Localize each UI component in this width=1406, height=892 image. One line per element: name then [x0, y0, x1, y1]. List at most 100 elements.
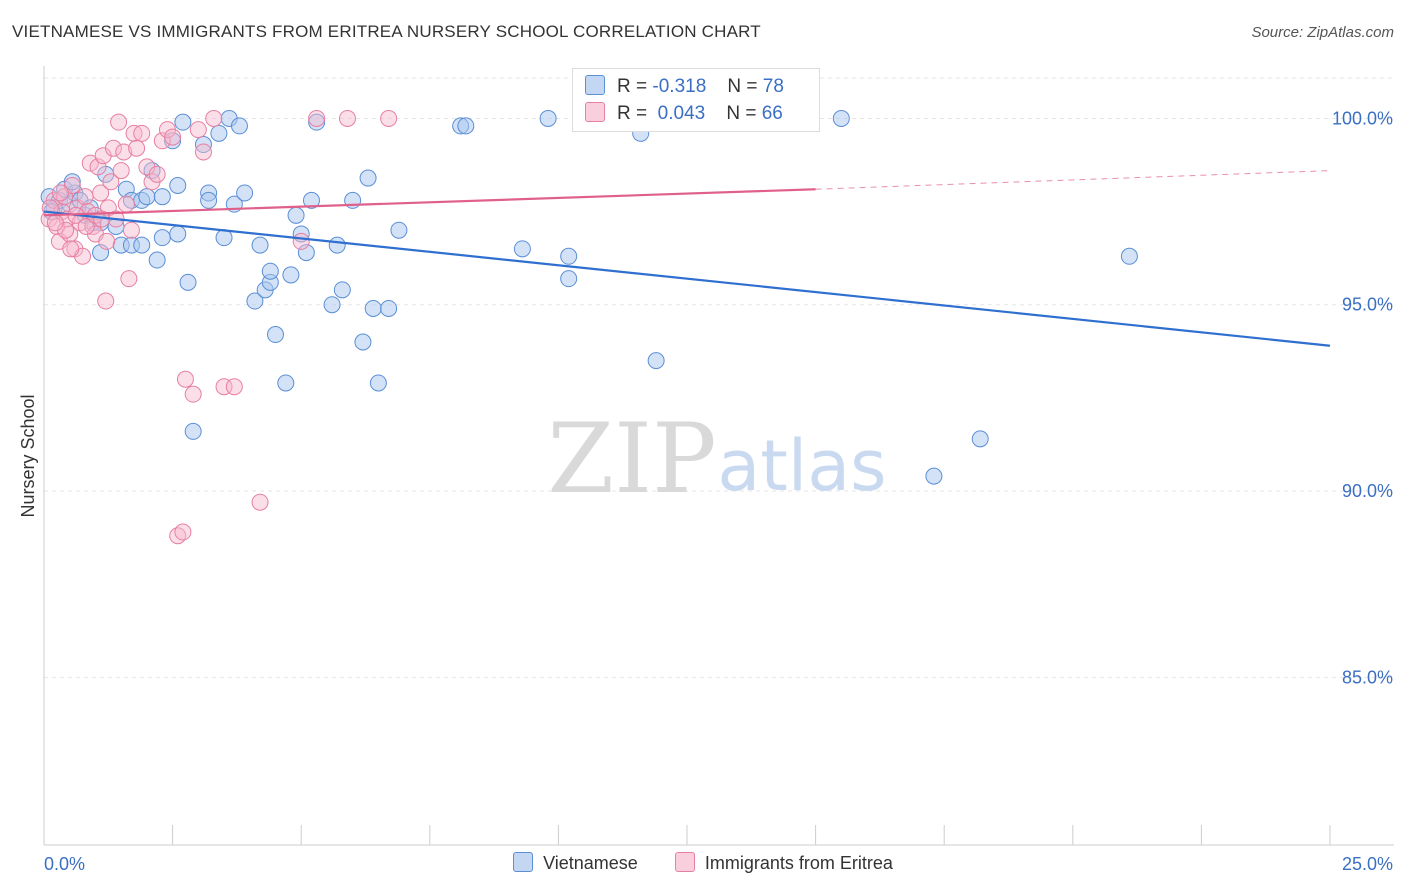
eritrea-trend-line	[43, 188, 816, 217]
bottom-legend: Vietnamese Immigrants from Eritrea	[0, 852, 1406, 874]
eritrea-point	[112, 162, 130, 180]
vietnamese-point	[287, 206, 305, 224]
chart-source: Source: ZipAtlas.com	[1251, 24, 1394, 41]
vietnamese-point	[277, 374, 295, 392]
legend-item-eritrea[interactable]: Immigrants from Eritrea	[674, 852, 893, 874]
eritrea-point	[98, 232, 116, 250]
stats-r-label: R =	[617, 103, 648, 124]
eritrea-point	[205, 109, 223, 127]
vietnamese-point	[153, 229, 171, 247]
vietnamese-trend-line	[43, 210, 1331, 347]
legend-label-eritrea: Immigrants from Eritrea	[704, 853, 893, 874]
eritrea-point	[148, 165, 166, 183]
eritrea-point	[102, 173, 120, 191]
stats-row-eritrea: R = 0.043 N = 66	[585, 101, 783, 127]
vietnamese-point	[925, 467, 943, 485]
legend-swatch-eritrea	[674, 852, 695, 873]
vietnamese-point	[390, 221, 408, 239]
eritrea-point	[62, 240, 80, 258]
stats-n-value: 66	[761, 103, 783, 124]
eritrea-point	[189, 121, 207, 139]
eritrea-point	[97, 292, 115, 310]
vietnamese-point	[560, 270, 578, 288]
vietnamese-point	[647, 352, 665, 370]
vietnamese-point	[194, 136, 212, 154]
eritrea-point	[120, 270, 138, 288]
vietnamese-point	[832, 109, 850, 127]
y-tick-label: 95.0%	[1342, 295, 1393, 315]
eritrea-point	[292, 232, 310, 250]
vietnamese-point	[354, 333, 372, 351]
eritrea-point	[51, 184, 69, 202]
watermark-zip: ZIP	[547, 403, 716, 515]
eritrea-point	[122, 221, 140, 239]
vietnamese-point	[246, 292, 264, 310]
axis-labels: 85.0% 90.0% 95.0% 100.0% 0.0% 25.0% Nursery Sc…	[18, 108, 1393, 874]
eritrea-point	[184, 385, 202, 403]
vietnamese-point	[179, 273, 197, 291]
eritrea-point	[153, 132, 171, 150]
vietnamese-point	[333, 281, 351, 299]
stats-legend: R = -0.318 N = 78 R = 0.043 N = 66	[572, 68, 820, 132]
eritrea-point	[133, 124, 151, 142]
eritrea-point	[110, 113, 128, 131]
vietnamese-point	[364, 299, 382, 317]
vietnamese-point	[328, 236, 346, 254]
stats-n-value: 78	[762, 76, 784, 97]
eritrea-point	[225, 378, 243, 396]
eritrea-point	[251, 493, 269, 511]
watermark: ZIP atlas	[547, 403, 886, 515]
eritrea-point	[174, 523, 192, 541]
eritrea-swatch	[585, 102, 605, 122]
eritrea-point	[81, 154, 99, 172]
vietnamese-point	[230, 117, 248, 135]
vietnamese-point	[215, 229, 233, 247]
y-tick-label: 90.0%	[1342, 481, 1393, 501]
eritrea-point	[76, 188, 94, 206]
trend-lines	[43, 170, 1331, 347]
chart-title: VIETNAMESE VS IMMIGRANTS FROM ERITREA NU…	[12, 22, 761, 41]
vietnamese-point	[539, 109, 557, 127]
vietnamese-point	[560, 247, 578, 265]
vietnamese-point	[133, 236, 151, 254]
vietnamese-point	[308, 113, 326, 131]
vietnamese-point	[200, 191, 218, 209]
vietnamese-point	[297, 244, 315, 262]
x-tick-label: 0.0%	[44, 854, 85, 874]
eritrea-point	[338, 109, 356, 127]
legend-item-vietnamese[interactable]: Vietnamese	[513, 852, 638, 874]
vietnamese-point	[266, 326, 284, 344]
vietnamese-point	[251, 236, 269, 254]
vietnamese-point	[63, 173, 81, 191]
eritrea-point	[308, 109, 326, 127]
eritrea-point	[194, 143, 212, 161]
vietnamese-point	[153, 188, 171, 206]
eritrea-point	[380, 109, 398, 127]
eritrea-trend-extension	[815, 170, 1331, 190]
eritrea-point	[89, 158, 107, 176]
eritrea-point	[77, 217, 95, 235]
vietnamese-point	[174, 113, 192, 131]
stats-r-label: R =	[617, 76, 648, 97]
legend-label-vietnamese: Vietnamese	[543, 853, 638, 874]
eritrea-point	[104, 139, 122, 157]
vietnamese-point	[261, 262, 279, 280]
vietnamese-point	[513, 240, 531, 258]
vietnamese-point	[369, 374, 387, 392]
eritrea-point	[46, 214, 64, 232]
vietnamese-point	[92, 244, 110, 262]
vietnamese-point	[236, 184, 254, 202]
stats-r-value: 0.043	[657, 103, 706, 124]
vietnamese-point	[169, 225, 187, 243]
stats-row-vietnamese: R = -0.318 N = 78	[585, 74, 784, 100]
vietnamese-point	[380, 299, 398, 317]
vietnamese-swatch	[585, 75, 605, 95]
vietnamese-point	[138, 188, 156, 206]
vietnamese-points	[40, 109, 1138, 485]
y-axis-label: Nursery School	[18, 394, 38, 517]
eritrea-point	[176, 370, 194, 388]
vietnamese-point	[164, 132, 182, 150]
vietnamese-point	[210, 124, 228, 142]
vietnamese-point	[184, 422, 202, 440]
